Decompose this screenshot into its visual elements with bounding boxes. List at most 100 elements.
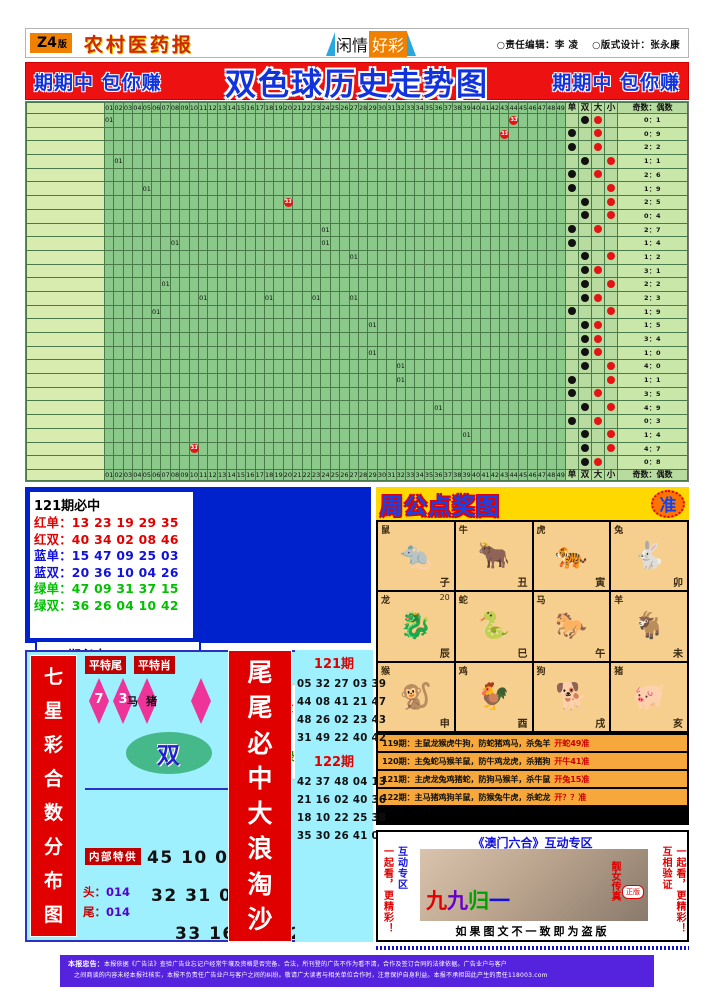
- grid-cell: [546, 236, 557, 251]
- cell-xiao: [604, 359, 618, 375]
- grid-cell: [480, 140, 491, 156]
- row-lead-cell: [26, 181, 105, 197]
- grid-cell: [470, 455, 482, 470]
- column-header-双: 双: [578, 102, 592, 114]
- grid-cell: [386, 318, 397, 333]
- grid-cell: [216, 345, 228, 361]
- grid-cell: [442, 277, 454, 292]
- zodiac-cell-龙[interactable]: 🐉 龙辰 20: [378, 592, 454, 661]
- cell-xiao: [604, 373, 618, 388]
- black-dot-icon: [581, 197, 589, 206]
- grid-cell: [470, 140, 482, 156]
- grid-cell: [160, 208, 171, 224]
- grid-cell: [198, 373, 209, 388]
- grid-cell: [423, 304, 435, 320]
- grid-cell: [452, 249, 463, 265]
- grid-cell: [301, 332, 312, 347]
- grid-cell: [414, 318, 425, 333]
- grid-cell: [442, 386, 454, 402]
- grid-cell: [527, 167, 538, 183]
- grid-cell: [198, 126, 209, 142]
- grid-cell: [546, 113, 557, 128]
- red-dot-icon: [607, 279, 615, 288]
- grid-cell: [517, 441, 529, 457]
- column-header-17: 17: [254, 102, 265, 114]
- grid-cell: [179, 140, 190, 156]
- grid-cell: [499, 140, 510, 156]
- grid-cell: [470, 236, 482, 251]
- grid-cell: [216, 359, 228, 375]
- zodiac-cell-虎[interactable]: 🐅 虎寅: [533, 522, 610, 591]
- row-lead-cell: [26, 208, 105, 224]
- grid-cell: [536, 345, 548, 361]
- grid-cell: [245, 359, 256, 375]
- cell-dan: [565, 290, 579, 306]
- grid-cell: [546, 386, 557, 402]
- grid-cell: [376, 386, 388, 402]
- grid-cell: [151, 414, 162, 429]
- zodiac-cell-马[interactable]: 🐎 马午: [533, 592, 610, 661]
- inner-tag: 内部特供: [85, 848, 141, 865]
- grid-cell: [536, 236, 548, 251]
- grid-cell: [292, 332, 303, 347]
- grid-cell: [414, 373, 425, 388]
- grid-cell: [132, 236, 143, 251]
- grid-cell: [527, 441, 538, 457]
- vertical-char: 七: [43, 665, 63, 688]
- grid-cell: [395, 345, 407, 361]
- grid-cell: [320, 373, 331, 388]
- table-row: 01 1：4: [26, 427, 688, 443]
- grid-cell: [216, 195, 228, 210]
- zodiac-branch-label: 午: [595, 648, 606, 660]
- cell-odd-even-ratio: 3：1: [617, 263, 688, 279]
- row-lead-cell: [26, 126, 105, 142]
- grid-cell: [480, 249, 491, 265]
- column-header-20: 20: [282, 469, 294, 481]
- column-header-40: 40: [470, 102, 482, 114]
- grid-cell: [141, 455, 153, 470]
- grid-cell: [103, 290, 115, 306]
- zodiac-cell-狗[interactable]: 🐕 狗戌: [533, 662, 610, 731]
- grid-cell: [103, 455, 115, 470]
- column-header-18: 18: [263, 469, 275, 481]
- zodiac-cell-猪[interactable]: 🐖 猪亥: [611, 662, 687, 731]
- grid-cell: [536, 414, 548, 429]
- zodiac-cell-鸡[interactable]: 🐓 鸡酉: [455, 662, 532, 731]
- zodiac-cell-羊[interactable]: 🐐 羊未: [611, 592, 687, 661]
- zodiac-cell-兔[interactable]: 🐇 兔卯: [611, 522, 687, 591]
- zodiac-cell-猴[interactable]: 🐒 猴申: [378, 662, 454, 731]
- grid-cell: [442, 290, 454, 306]
- cell-odd-even-ratio: 1：4: [617, 236, 688, 251]
- grid-cell: [376, 222, 388, 238]
- grid-cell: [480, 167, 491, 183]
- page-badge: Z4 版: [30, 33, 72, 53]
- zodiac-cell-蛇[interactable]: 🐍 蛇巳: [455, 592, 532, 661]
- cell-dan: [565, 154, 579, 169]
- column-header-27: 27: [348, 102, 359, 114]
- black-dot-icon: [568, 129, 576, 138]
- cell-da: [591, 181, 605, 197]
- grid-cell: [386, 455, 397, 470]
- column-header-07: 07: [160, 469, 171, 481]
- zodiac-cell-鼠[interactable]: 🐀 鼠子: [378, 522, 454, 591]
- grid-cell: [122, 427, 134, 443]
- grid-cell: [527, 208, 538, 224]
- grid-cell: [367, 277, 378, 292]
- grid-cell: [254, 181, 265, 197]
- grid-cell: [226, 154, 237, 169]
- cell-dan: [565, 140, 579, 156]
- grid-cell: [310, 304, 322, 320]
- cell-xiao: [604, 400, 618, 416]
- grid-cell: [310, 277, 322, 292]
- grid-cell: [508, 277, 519, 292]
- zodiac-animal-label: 羊: [614, 596, 624, 607]
- zodiac-cell-牛[interactable]: 🐂 牛丑: [455, 522, 532, 591]
- grid-cell: [499, 359, 510, 375]
- grid-cell: [508, 455, 519, 470]
- grid-cell: [103, 181, 115, 197]
- column-header-28: 28: [357, 469, 369, 481]
- bottom-advertisement[interactable]: 《澳门六合》互动专区 一起看，更精彩！ 互动专区 互相验证 一起看，更精彩！ 九…: [376, 830, 689, 942]
- grid-cell: [470, 277, 482, 292]
- grid-cell: [179, 427, 190, 443]
- black-dot-icon: [581, 361, 589, 370]
